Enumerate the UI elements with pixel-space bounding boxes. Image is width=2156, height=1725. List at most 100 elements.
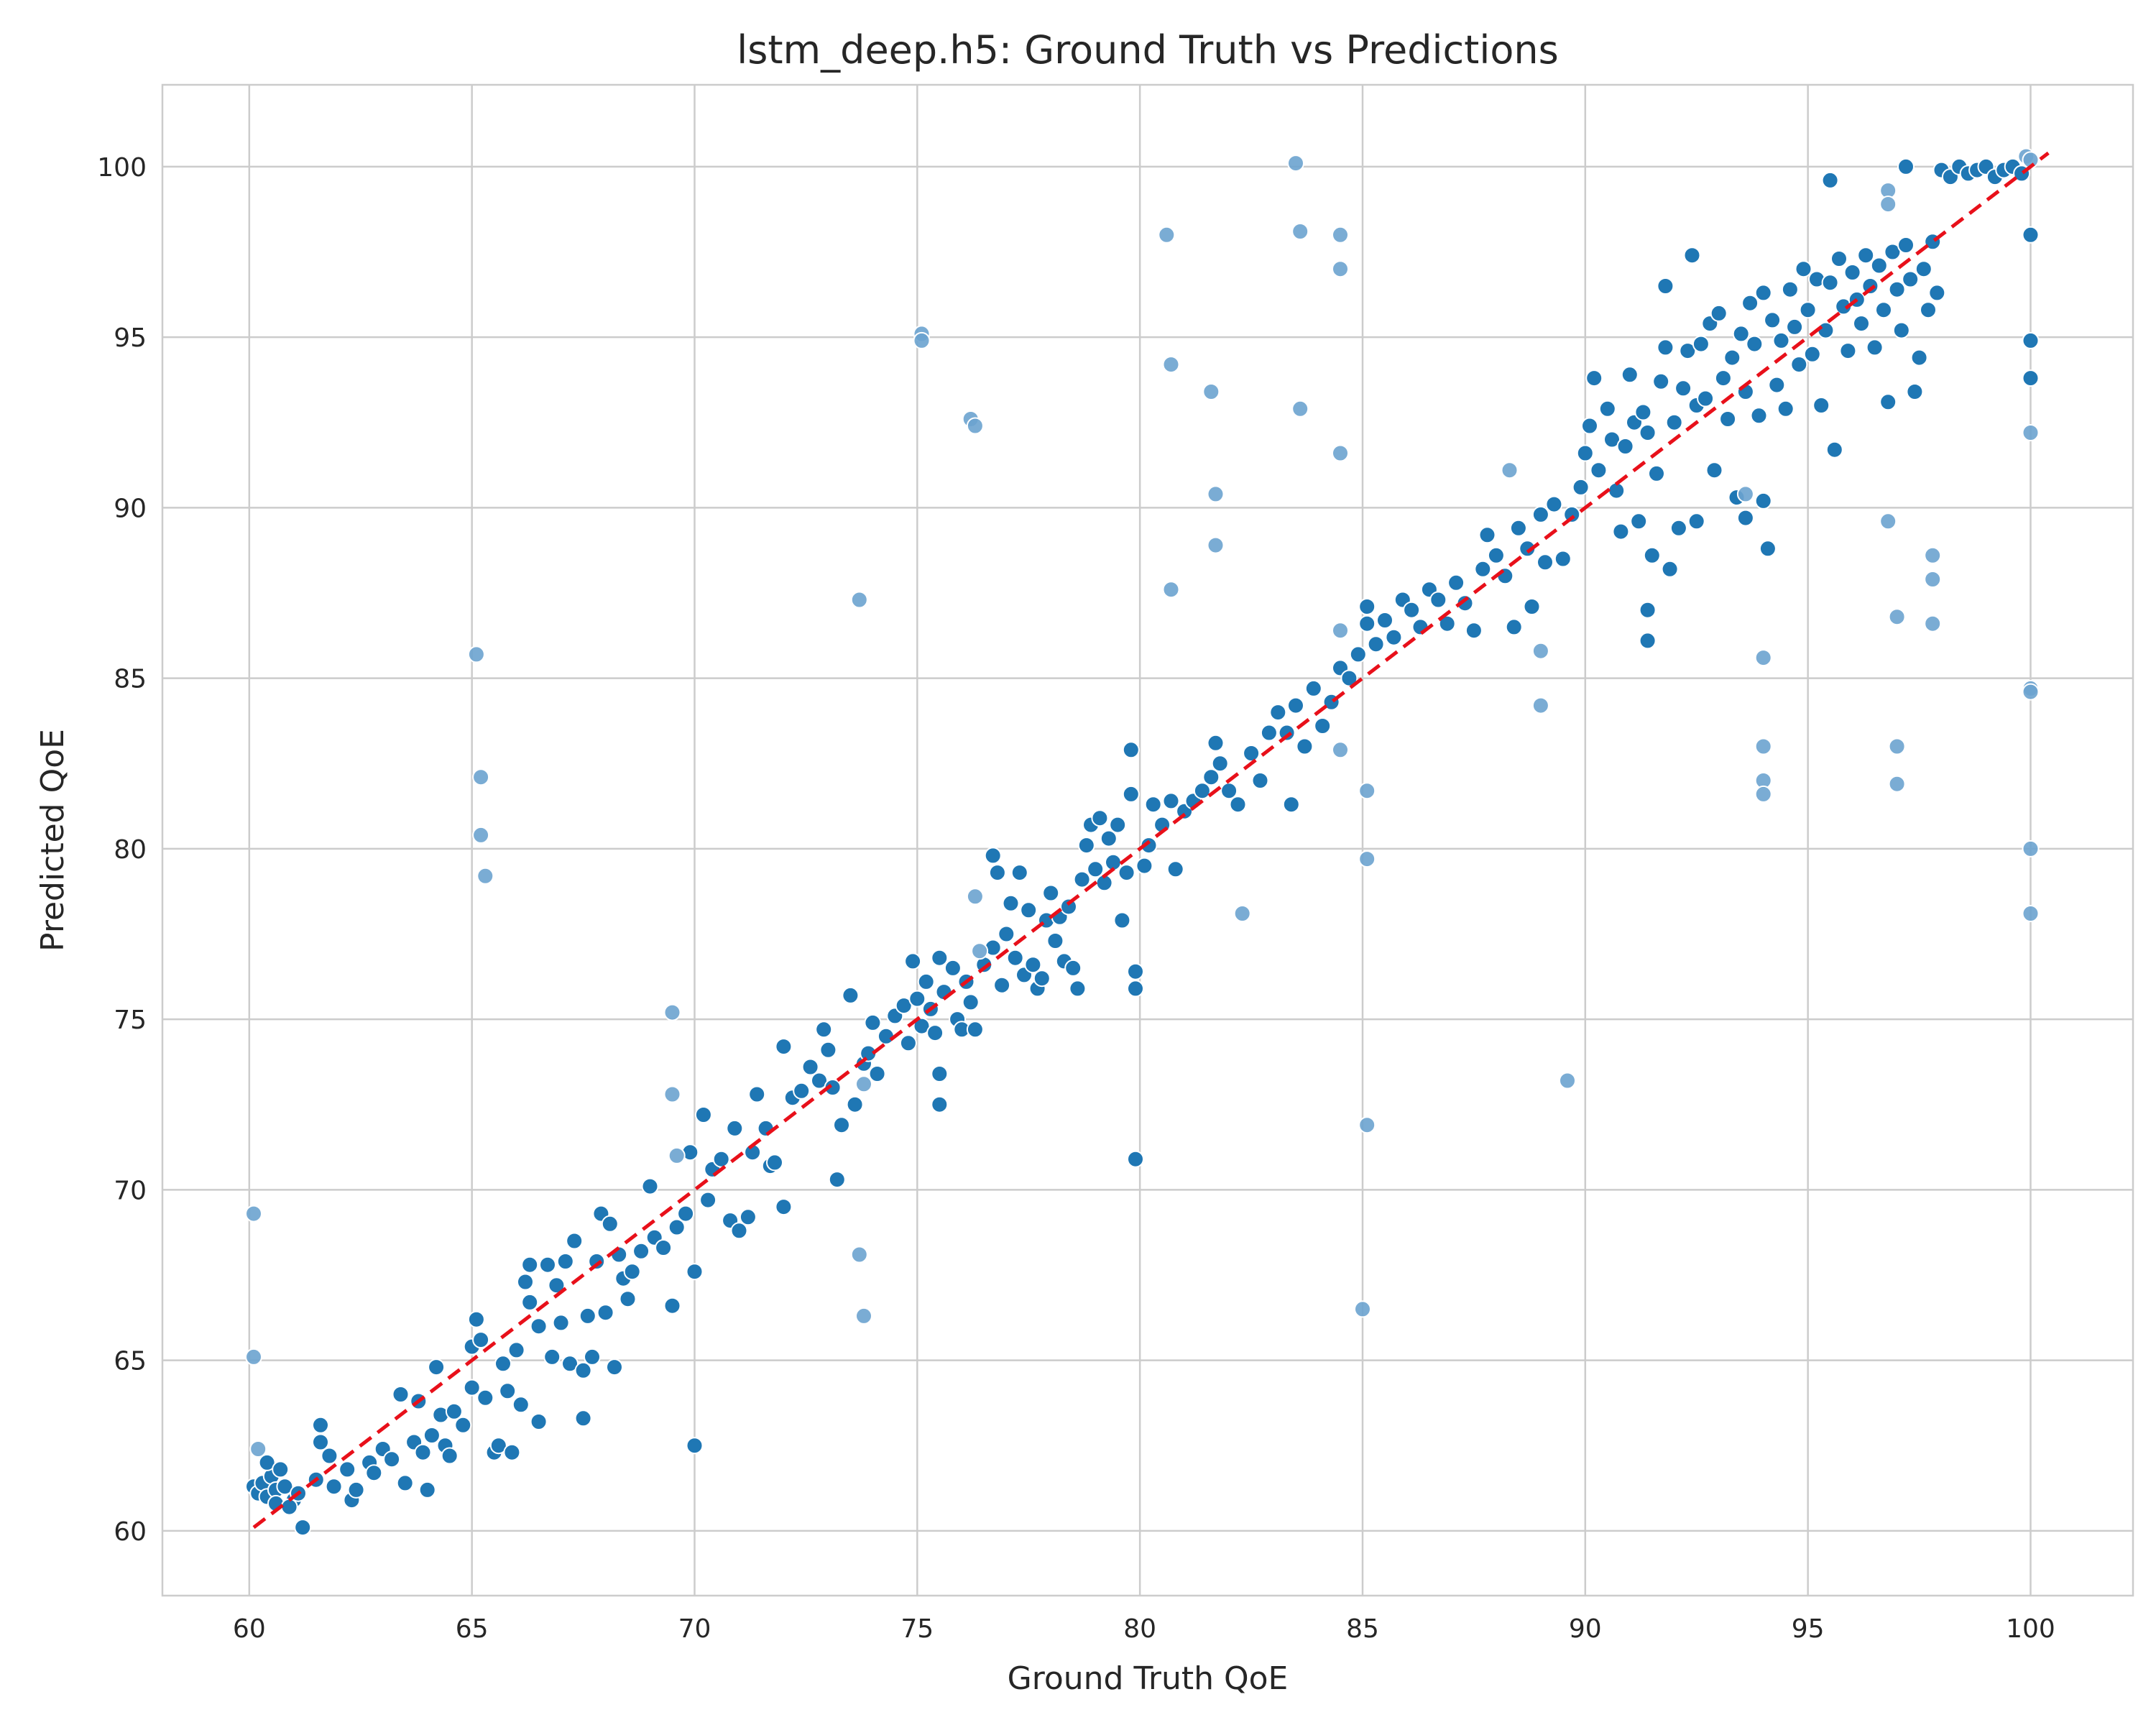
data-point [1531, 642, 1549, 660]
data-point [1332, 622, 1349, 640]
data-point [1233, 905, 1251, 922]
data-point [850, 591, 868, 609]
data-point [1505, 618, 1523, 636]
data-point [1777, 400, 1795, 418]
data-point [1799, 301, 1817, 319]
data-point [1616, 438, 1634, 455]
data-point [868, 1065, 886, 1082]
data-point [1643, 546, 1661, 564]
data-point [1754, 785, 1772, 803]
data-point [561, 1355, 579, 1373]
data-point [1648, 464, 1665, 482]
data-point [1870, 257, 1888, 275]
data-point [1202, 768, 1220, 786]
data-point [1064, 959, 1082, 977]
data-point [428, 1358, 446, 1376]
data-point [668, 1218, 686, 1236]
data-point [494, 1355, 512, 1373]
data-point [877, 1027, 895, 1045]
data-point [543, 1348, 561, 1366]
data-point [423, 1427, 441, 1444]
data-point [793, 1082, 811, 1100]
data-point [1193, 782, 1211, 800]
data-point [1474, 560, 1492, 578]
data-point [1657, 277, 1674, 295]
y-tick-label: 75 [114, 1006, 147, 1035]
axis-ticks: 60 65 70 75 80 85 90 95 100 60 65 70 75 80 85 90 95 100 [97, 153, 2055, 1644]
data-point [1879, 512, 1897, 530]
x-tick-label: 80 [1123, 1614, 1156, 1644]
data-point [1509, 519, 1527, 537]
data-point [280, 1498, 298, 1516]
data-point [245, 1205, 262, 1223]
data-point [1496, 567, 1514, 585]
data-point [1332, 444, 1349, 462]
data-point [1243, 745, 1261, 762]
y-tick-label: 65 [114, 1347, 147, 1376]
data-point [962, 993, 980, 1011]
x-tick-label: 85 [1346, 1614, 1379, 1644]
data-point [899, 1034, 917, 1052]
data-point [632, 1242, 650, 1260]
data-point [1830, 250, 1848, 267]
data-point [2022, 905, 2040, 922]
data-point [1358, 1116, 1376, 1134]
y-tick-label: 90 [114, 494, 147, 523]
data-point [1358, 850, 1376, 868]
data-point [1920, 301, 1937, 319]
data-point [686, 1437, 704, 1455]
data-point [601, 1215, 619, 1233]
data-point [472, 826, 490, 844]
data-point [1750, 407, 1768, 425]
data-point [850, 1246, 868, 1264]
data-point [931, 949, 949, 967]
data-point [1332, 741, 1349, 759]
data-point [860, 1044, 877, 1062]
data-point [347, 1481, 365, 1499]
data-point [249, 1440, 267, 1458]
data-point [1069, 980, 1087, 998]
data-point [507, 1341, 525, 1359]
data-point [1091, 809, 1109, 827]
data-point [1906, 383, 1924, 400]
data-point [757, 1119, 775, 1137]
reference-layer [252, 151, 2050, 1530]
data-point [1759, 540, 1777, 558]
data-point [1839, 342, 1857, 360]
data-point [1519, 540, 1537, 558]
data-point [1162, 581, 1180, 599]
data-point [1060, 898, 1077, 916]
data-point [321, 1447, 338, 1465]
x-tick-label: 60 [233, 1614, 266, 1644]
data-point [1349, 645, 1367, 663]
data-point [1598, 400, 1616, 418]
data-point [846, 1095, 864, 1113]
data-point [1077, 837, 1095, 855]
data-point [499, 1382, 517, 1400]
data-point [699, 1191, 717, 1209]
data-point [1897, 236, 1915, 254]
data-point [1674, 380, 1692, 397]
data-point [1732, 325, 1750, 343]
data-point [1478, 526, 1496, 544]
data-point [1902, 270, 1920, 288]
data-point [842, 986, 860, 1004]
data-point [574, 1409, 592, 1427]
data-point [1853, 315, 1870, 333]
data-point [1537, 553, 1554, 571]
data-point [566, 1232, 584, 1250]
data-point [539, 1256, 556, 1274]
data-point [1376, 612, 1393, 629]
data-point [1024, 956, 1042, 974]
data-point [1042, 884, 1060, 902]
x-tick-label: 65 [456, 1614, 489, 1644]
data-point [1924, 571, 1942, 588]
data-point [596, 1304, 614, 1322]
data-point [1719, 410, 1737, 428]
data-point [1220, 782, 1238, 800]
data-point [2022, 683, 2040, 701]
data-point [1127, 962, 1144, 980]
data-point [272, 1460, 290, 1478]
data-point [245, 1348, 262, 1366]
